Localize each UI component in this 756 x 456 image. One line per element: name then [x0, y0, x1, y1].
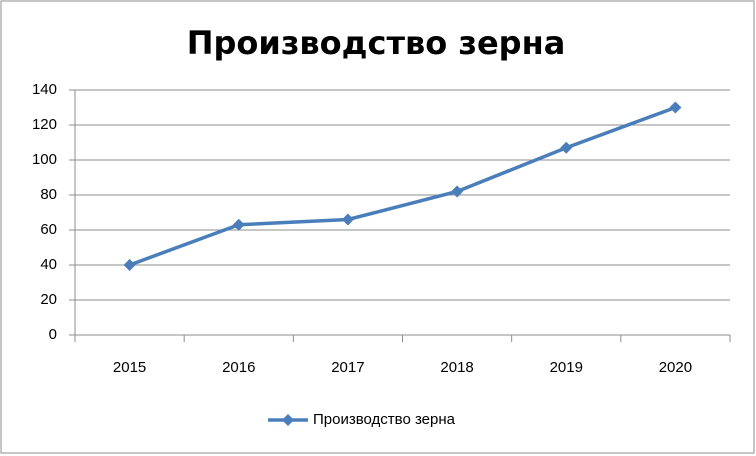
- y-tick-label: 100: [32, 151, 57, 168]
- marker: [232, 218, 245, 231]
- marker: [560, 141, 573, 154]
- marker: [282, 414, 294, 426]
- y-tick-label: 60: [40, 221, 57, 238]
- chart-title: Производство зерна: [187, 24, 566, 62]
- y-tick-label: 0: [49, 326, 57, 343]
- x-tick-label: 2020: [659, 359, 692, 376]
- x-tick-label: 2017: [331, 359, 364, 376]
- marker: [123, 259, 136, 271]
- marker: [451, 185, 464, 198]
- y-tick-label: 40: [40, 256, 57, 273]
- x-tick-label: 2015: [113, 359, 146, 376]
- y-tick-label: 20: [40, 291, 57, 308]
- y-tick-label: 80: [40, 186, 57, 203]
- legend-label: Производство зерна: [313, 411, 456, 428]
- x-tick-label: 2019: [550, 359, 583, 376]
- marker: [341, 213, 354, 226]
- y-tick-label: 140: [32, 81, 57, 98]
- x-tick-label: 2018: [440, 359, 473, 376]
- x-tick-label: 2016: [222, 359, 255, 376]
- y-tick-label: 120: [32, 116, 57, 133]
- series-line: [128, 105, 677, 267]
- marker: [669, 101, 682, 114]
